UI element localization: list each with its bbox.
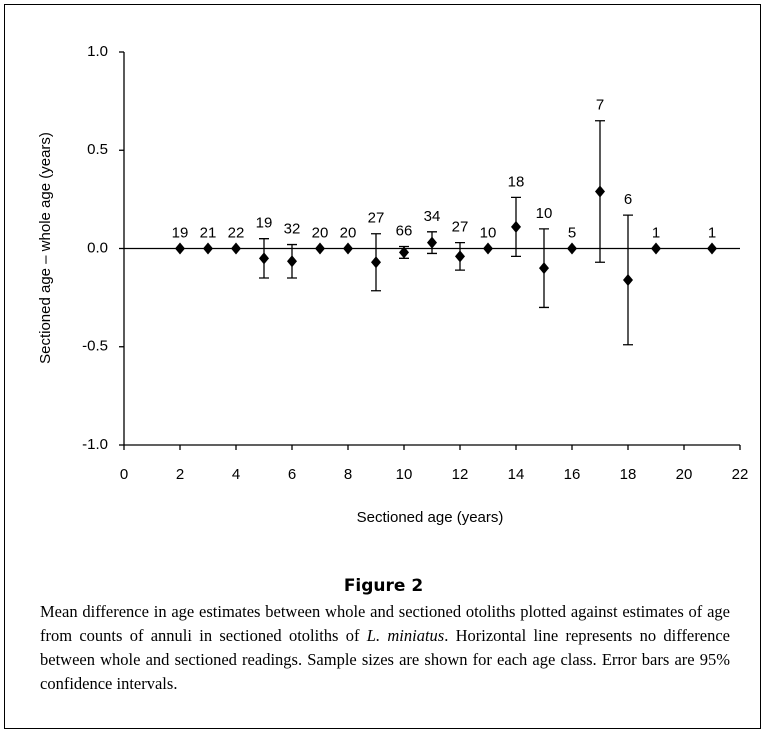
sample-size-label: 1 <box>708 224 716 241</box>
sample-size-label: 6 <box>624 191 632 208</box>
y-tick-label: 0.0 <box>87 239 108 256</box>
point <box>651 242 661 255</box>
x-axis-title: Sectioned age (years) <box>357 509 504 526</box>
point <box>511 220 521 233</box>
point <box>455 250 465 263</box>
x-tick-label: 12 <box>452 466 469 483</box>
chart: Sectioned age (years) Sectioned age – wh… <box>37 43 749 526</box>
sample-size-label: 27 <box>368 210 385 227</box>
x-tick-label: 2 <box>176 466 184 483</box>
sample-size-label: 1 <box>652 224 660 241</box>
figure-label: Figure 2 <box>343 576 424 596</box>
x-tick-label: 16 <box>564 466 581 483</box>
point <box>371 256 381 269</box>
sample-size-label: 20 <box>340 224 357 241</box>
sample-size-label: 66 <box>396 223 413 240</box>
point <box>287 255 297 268</box>
species-name: L. miniatus <box>366 626 445 645</box>
point <box>343 242 353 255</box>
caption-text: Mean difference in age estimates between… <box>40 602 730 645</box>
point <box>595 185 605 198</box>
point <box>203 242 213 255</box>
y-tick-label: 0.5 <box>87 141 108 158</box>
x-tick-label: 4 <box>232 466 240 483</box>
x-tick-label: 8 <box>344 466 352 483</box>
point <box>315 242 325 255</box>
point <box>427 236 437 249</box>
y-tick-label: -0.5 <box>82 338 108 355</box>
caption-text: . Horizontal line represents no differen… <box>40 626 730 693</box>
x-tick-label: 10 <box>396 466 413 483</box>
x-tick-label: 18 <box>620 466 637 483</box>
y-axis-title: Sectioned age – whole age (years) <box>37 132 54 364</box>
point <box>567 242 577 255</box>
point <box>539 262 549 275</box>
sample-size-label: 32 <box>284 221 301 238</box>
y-tick-label: 1.0 <box>87 43 108 60</box>
x-tick-label: 14 <box>508 466 525 483</box>
sample-size-label: 22 <box>228 224 245 241</box>
caption: Mean difference in age estimates between… <box>40 600 730 696</box>
point <box>231 242 241 255</box>
sample-size-label: 21 <box>200 224 217 241</box>
figure-frame <box>4 4 761 729</box>
sample-size-label: 27 <box>452 219 469 236</box>
sample-size-label: 10 <box>480 224 497 241</box>
point <box>623 273 633 286</box>
point <box>399 246 409 259</box>
x-tick-label: 6 <box>288 466 296 483</box>
sample-size-label: 34 <box>424 208 441 225</box>
sample-size-label: 19 <box>172 224 189 241</box>
point <box>483 242 493 255</box>
sample-size-label: 10 <box>536 205 553 222</box>
x-tick-label: 20 <box>676 466 693 483</box>
x-tick-label: 22 <box>732 466 749 483</box>
point <box>707 242 717 255</box>
point <box>175 242 185 255</box>
sample-size-label: 20 <box>312 224 329 241</box>
point <box>259 252 269 265</box>
sample-size-label: 7 <box>596 97 604 114</box>
x-tick-label: 0 <box>120 466 128 483</box>
y-tick-label: -1.0 <box>82 436 108 453</box>
sample-size-label: 18 <box>508 173 525 190</box>
sample-size-label: 5 <box>568 224 576 241</box>
sample-size-label: 19 <box>256 215 273 232</box>
